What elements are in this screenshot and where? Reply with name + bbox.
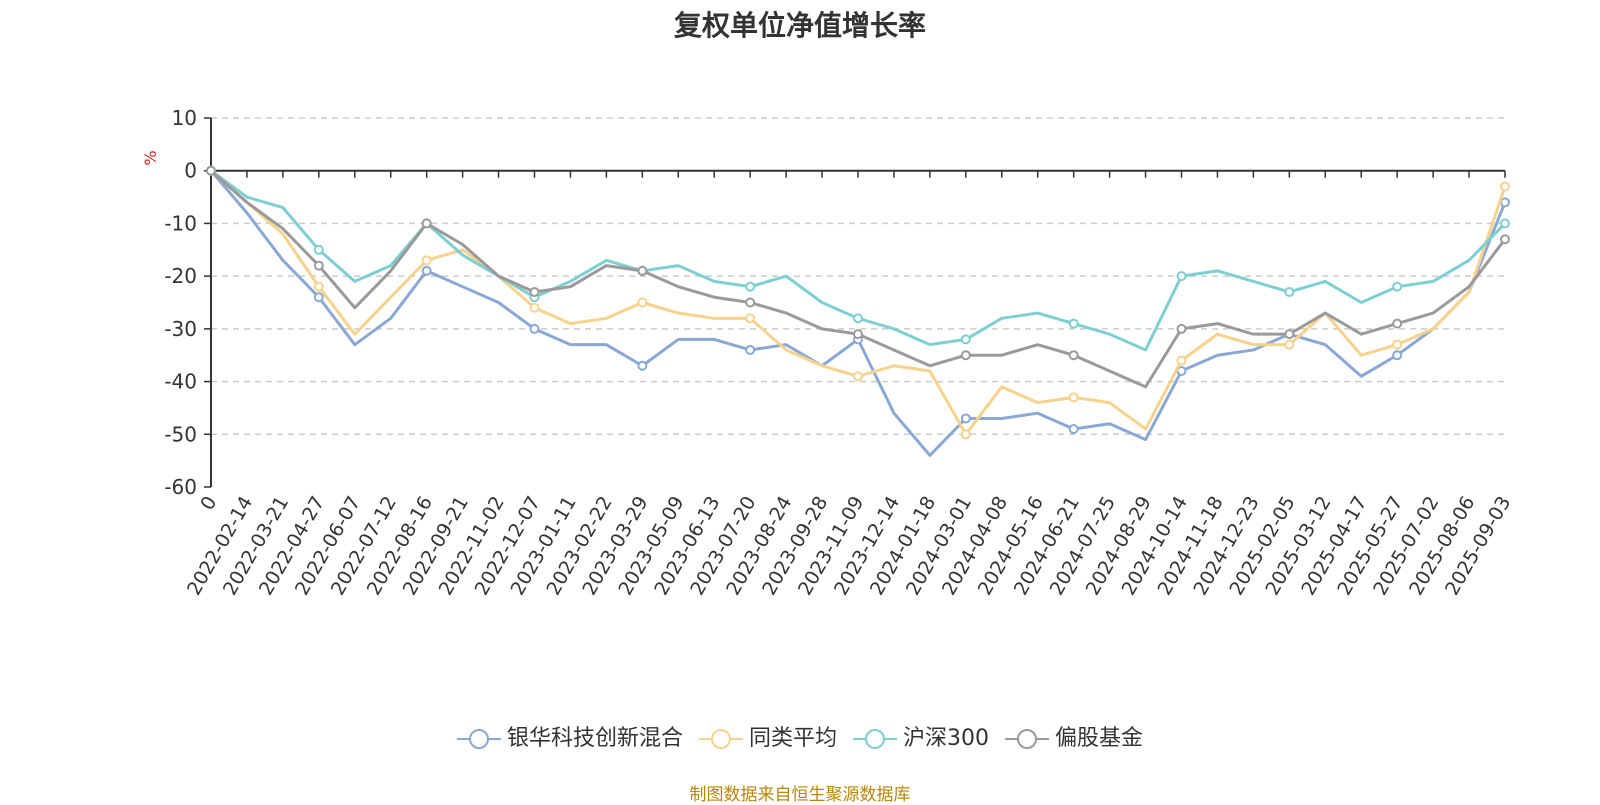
y-tick-label: -50 — [164, 422, 197, 446]
data-point — [421, 255, 432, 266]
legend-marker-icon — [456, 729, 501, 749]
data-point — [1500, 218, 1510, 229]
data-point — [745, 344, 756, 355]
legend-marker-icon — [698, 729, 743, 749]
series-line — [210, 169, 1507, 436]
y-tick-label: -30 — [164, 317, 197, 341]
legend-marker-icon — [1005, 729, 1049, 749]
series-line — [210, 169, 1507, 389]
data-point — [960, 413, 971, 424]
legend: 银华科技创新混合 同类平均 沪深300 偏股基金 — [0, 720, 1600, 752]
series-1 — [206, 165, 1510, 440]
series-0 — [206, 165, 1510, 457]
data-point — [1176, 271, 1187, 282]
data-point — [1392, 318, 1403, 329]
data-point — [1068, 318, 1079, 329]
data-point — [960, 334, 971, 345]
data-point — [1284, 329, 1295, 340]
data-point — [1392, 350, 1403, 361]
y-tick-label: -40 — [164, 370, 197, 394]
data-point — [1284, 286, 1295, 297]
data-point — [853, 313, 863, 324]
data-point — [745, 297, 756, 308]
data-point — [1068, 424, 1079, 435]
legend-item[interactable]: 同类平均 — [698, 720, 837, 752]
chart-title: 复权单位净值增长率 — [673, 9, 926, 42]
data-point — [529, 286, 540, 297]
data-point — [313, 244, 324, 255]
data-point — [853, 371, 863, 382]
data-point — [1176, 355, 1187, 366]
data-point — [421, 218, 432, 229]
y-tick-label: 0 — [184, 159, 197, 183]
data-point — [960, 350, 971, 361]
axes — [204, 117, 1506, 488]
y-tick-label: -20 — [164, 264, 197, 288]
data-point — [421, 265, 432, 276]
data-point — [637, 297, 648, 308]
legend-item[interactable]: 沪深300 — [853, 720, 989, 752]
axis-labels: 100-10-20-30-40-50-60%02022-02-142022-03… — [141, 106, 1515, 599]
y-axis-label: % — [141, 150, 160, 165]
data-point — [1068, 392, 1079, 403]
data-point — [1176, 323, 1187, 334]
y-tick-label: -60 — [164, 475, 197, 499]
legend-item[interactable]: 银华科技创新混合 — [456, 720, 683, 752]
legend-label: 沪深300 — [903, 726, 989, 751]
series-3 — [206, 165, 1510, 389]
series-line — [209, 169, 1507, 457]
data-point — [637, 360, 648, 371]
grid-lines — [211, 117, 1505, 436]
legend-label: 银华科技创新混合 — [506, 726, 683, 751]
y-tick-label: -10 — [164, 211, 197, 235]
data-point — [1500, 234, 1510, 245]
legend-label: 偏股基金 — [1055, 726, 1144, 751]
data-point — [853, 329, 863, 340]
data-point — [745, 281, 756, 292]
legend-item[interactable]: 偏股基金 — [1005, 720, 1143, 752]
data-point — [745, 313, 756, 324]
legend-marker-icon — [853, 729, 897, 749]
data-point — [637, 265, 648, 276]
x-tick-label: 0 — [196, 493, 221, 514]
y-tick-label: 10 — [172, 106, 197, 130]
data-point — [313, 260, 324, 271]
data-point — [960, 429, 971, 440]
data-point — [313, 292, 324, 303]
data-point — [1068, 350, 1079, 361]
data-point — [1392, 281, 1403, 292]
data-point — [529, 323, 540, 334]
series-layer — [206, 165, 1510, 457]
data-point — [206, 165, 216, 176]
data-point — [1284, 339, 1295, 350]
data-point — [1392, 339, 1403, 350]
data-point — [1500, 181, 1510, 192]
data-point — [313, 281, 324, 292]
legend-label: 同类平均 — [748, 726, 837, 751]
data-point — [1500, 197, 1510, 208]
source-note: 制图数据来自恒生聚源数据库 — [689, 785, 911, 805]
data-point — [529, 302, 540, 313]
